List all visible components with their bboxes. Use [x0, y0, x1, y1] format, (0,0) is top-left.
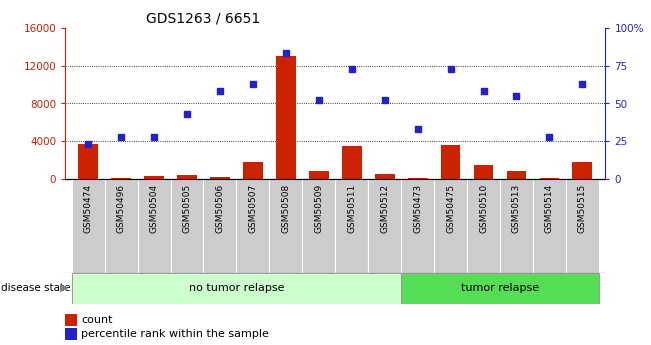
Point — [413, 127, 423, 132]
Bar — [171, 179, 204, 273]
Point — [511, 93, 521, 99]
Bar — [243, 162, 263, 179]
Text: GSM50512: GSM50512 — [380, 184, 389, 233]
Bar — [105, 179, 137, 273]
Point — [83, 142, 93, 147]
Bar — [204, 179, 236, 273]
Bar — [408, 177, 428, 179]
Bar — [144, 176, 164, 179]
Bar — [434, 179, 467, 273]
Bar — [111, 177, 131, 179]
Bar — [335, 179, 368, 273]
Point — [346, 66, 357, 71]
Bar — [474, 165, 493, 179]
Point — [380, 98, 390, 103]
Text: GSM50474: GSM50474 — [84, 184, 92, 233]
Bar — [177, 175, 197, 179]
Point — [247, 81, 258, 87]
Bar — [533, 179, 566, 273]
Bar — [236, 179, 270, 273]
Bar — [72, 179, 105, 273]
Bar — [375, 174, 395, 179]
Bar — [572, 162, 592, 179]
Bar — [566, 179, 599, 273]
Bar — [342, 146, 361, 179]
Text: GSM50496: GSM50496 — [117, 184, 126, 233]
Bar — [401, 273, 599, 304]
Bar — [540, 177, 559, 179]
Point — [149, 134, 159, 140]
Text: count: count — [81, 315, 113, 325]
Text: GSM50508: GSM50508 — [281, 184, 290, 233]
Bar — [401, 179, 434, 273]
Point — [281, 51, 291, 56]
Text: GSM50507: GSM50507 — [249, 184, 257, 233]
Text: tumor relapse: tumor relapse — [461, 283, 539, 293]
Text: ▶: ▶ — [60, 283, 68, 293]
Bar — [78, 144, 98, 179]
Point — [215, 89, 225, 94]
Bar — [270, 179, 302, 273]
Bar — [302, 179, 335, 273]
Text: GSM50473: GSM50473 — [413, 184, 422, 233]
Text: GSM50515: GSM50515 — [578, 184, 587, 233]
Text: GSM50475: GSM50475 — [446, 184, 455, 233]
Text: GSM50510: GSM50510 — [479, 184, 488, 233]
Point — [445, 66, 456, 71]
Bar — [467, 179, 500, 273]
Text: disease state: disease state — [1, 283, 70, 293]
Point — [116, 134, 126, 140]
Bar — [441, 145, 460, 179]
Bar — [500, 179, 533, 273]
Bar — [276, 56, 296, 179]
Text: GDS1263 / 6651: GDS1263 / 6651 — [146, 11, 260, 25]
Bar — [137, 179, 171, 273]
Bar — [309, 171, 329, 179]
Text: GSM50506: GSM50506 — [215, 184, 225, 233]
Text: GSM50513: GSM50513 — [512, 184, 521, 233]
Text: no tumor relapse: no tumor relapse — [189, 283, 284, 293]
Point — [544, 134, 555, 140]
Point — [577, 81, 588, 87]
Text: GSM50511: GSM50511 — [347, 184, 356, 233]
Text: GSM50509: GSM50509 — [314, 184, 324, 233]
Point — [478, 89, 489, 94]
Text: GSM50505: GSM50505 — [182, 184, 191, 233]
Bar — [72, 273, 401, 304]
Text: GSM50514: GSM50514 — [545, 184, 554, 233]
Text: GSM50504: GSM50504 — [150, 184, 159, 233]
Text: percentile rank within the sample: percentile rank within the sample — [81, 329, 270, 338]
Bar — [368, 179, 401, 273]
Bar — [506, 171, 527, 179]
Point — [314, 98, 324, 103]
Point — [182, 111, 192, 117]
Bar — [210, 177, 230, 179]
